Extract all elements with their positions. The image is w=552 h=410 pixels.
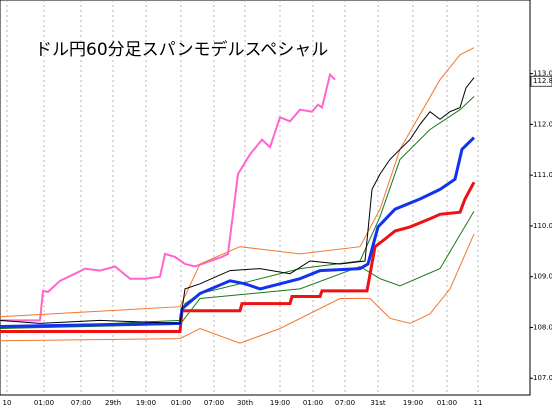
y-tick-label: 107.00 — [533, 374, 552, 382]
x-tick-label: 19:00 — [136, 399, 156, 407]
x-tick-label: 19:00 — [270, 399, 290, 407]
x-tick-label: 07:00 — [71, 399, 91, 407]
plot-frame — [0, 0, 531, 396]
x-tick-label: 01:00 — [34, 399, 54, 407]
series-line — [0, 210, 475, 329]
series-line — [0, 136, 476, 328]
series-line — [0, 233, 475, 344]
x-tick-label: 07:00 — [335, 399, 355, 407]
series-line — [0, 181, 476, 333]
series-line — [0, 47, 475, 318]
x-tick-label: 01:00 — [303, 399, 323, 407]
x-tick-label: 07:00 — [204, 399, 224, 407]
x-tick-label: 01:00 — [171, 399, 191, 407]
series-line — [0, 72, 336, 322]
x-tick-label: 19:00 — [403, 399, 423, 407]
series-line — [0, 77, 475, 324]
x-tick-label: 11 — [474, 399, 483, 407]
chart-title: ドル円60分足スパンモデルスペシャル — [35, 39, 328, 60]
x-tick-label: 01:00 — [437, 399, 457, 407]
y-tick-label: 112.00 — [533, 120, 552, 128]
y-tick-label: 110.00 — [533, 222, 552, 230]
y-tick-label: 109.00 — [533, 273, 552, 281]
y-tick-label: 111.00 — [533, 171, 552, 179]
last-price-label: 112.85 — [533, 77, 552, 85]
x-tick-label: 29th — [105, 399, 121, 407]
x-tick-label: 10 — [3, 399, 12, 407]
last-price-box — [530, 75, 552, 87]
y-tick-label: 108.00 — [533, 323, 552, 331]
x-tick-label: 30th — [237, 399, 253, 407]
x-tick-label: 31st — [370, 399, 386, 407]
y-tick-label: 113.00 — [533, 70, 552, 78]
